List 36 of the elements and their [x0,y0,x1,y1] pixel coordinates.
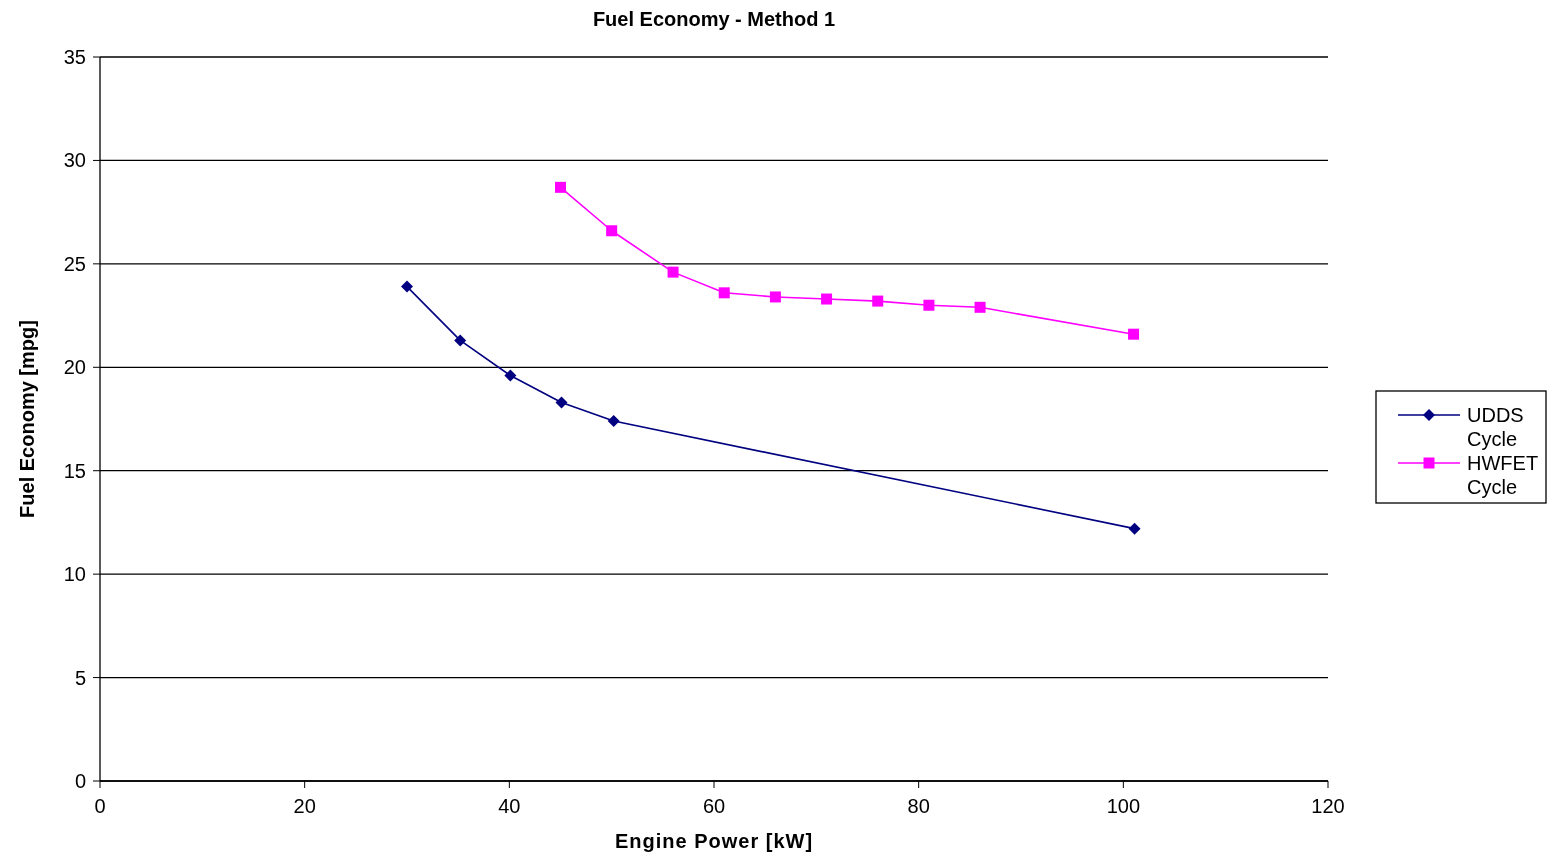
y-axis-title: Fuel Economy [mpg] [16,320,38,518]
x-tick-label: 120 [1311,795,1345,817]
x-tick-label: 0 [94,795,106,817]
y-tick-label: 25 [63,252,86,275]
point [504,369,517,382]
chart-title: Fuel Economy - Method 1 [592,8,836,30]
point [607,415,620,428]
point [1128,328,1140,340]
legend-label: HWFET Cycle [1467,452,1539,498]
point [718,287,730,299]
x-tick-label: 40 [498,795,521,817]
x-tick-label: 60 [702,795,726,817]
legend-label: UDDS Cycle [1467,404,1524,450]
point [872,295,884,307]
x-tick-label: 80 [907,795,930,817]
point [555,181,566,193]
x-axis-title: Engine Power [kW] [614,830,814,852]
point [1128,522,1141,535]
x-tick-label: 20 [293,795,316,817]
point [923,299,935,311]
y-tick-label: 35 [63,46,86,68]
y-tick-label: 10 [63,563,86,586]
point [769,291,781,303]
point [454,334,467,347]
point [667,266,679,278]
point [606,225,618,237]
point [401,280,413,293]
point [974,301,986,313]
y-tick-label: 30 [63,149,86,172]
x-tick-label: 100 [1106,795,1141,817]
y-tick-label: 5 [74,666,86,689]
point [555,396,568,409]
y-tick-label: 0 [74,770,86,792]
point [821,293,833,305]
y-tick-label: 20 [63,356,86,379]
y-tick-label: 15 [63,459,86,482]
